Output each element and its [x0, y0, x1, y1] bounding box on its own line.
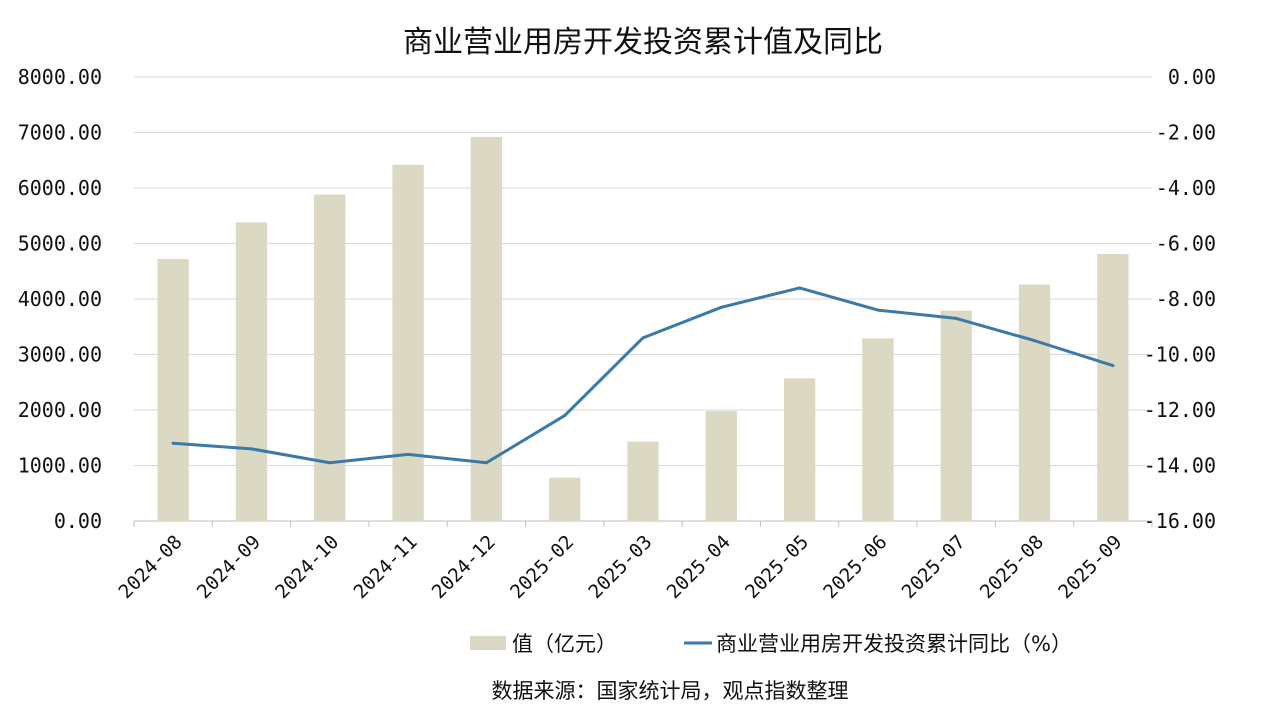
- right-tick-label: -16.00: [1144, 509, 1216, 533]
- right-tick-label: -2.00: [1156, 121, 1216, 145]
- source-note: 数据来源：国家统计局，观点指数整理: [492, 679, 849, 703]
- x-tick-label: 2025-02: [506, 531, 578, 603]
- bar-series: [157, 136, 1129, 522]
- line-point: [641, 336, 645, 340]
- legend-bar-swatch: [470, 636, 506, 650]
- left-tick-label: 2000.00: [18, 398, 102, 422]
- x-axis: 2024-08 2024-09 2024-10 2024-11 2024-12 2025-…: [115, 521, 1153, 603]
- line-point: [563, 414, 567, 418]
- bar: [940, 310, 972, 521]
- bar: [1018, 284, 1051, 521]
- line-point: [954, 316, 958, 320]
- left-tick-label: 8000.00: [18, 65, 102, 89]
- legend-bar-label: 值（亿元）: [512, 632, 617, 656]
- x-tick-label: 2024-08: [115, 531, 187, 603]
- left-tick-label: 4000.00: [18, 287, 102, 311]
- line-point: [328, 461, 332, 465]
- right-tick-label: -6.00: [1156, 232, 1216, 256]
- bar: [705, 411, 737, 521]
- right-tick-label: -8.00: [1156, 287, 1216, 311]
- right-tick-label: -12.00: [1144, 398, 1216, 422]
- bar: [862, 338, 894, 521]
- x-tick-label: 2025-06: [819, 531, 891, 603]
- chart-title: 商业营业用房开发投资累计值及同比: [403, 25, 883, 60]
- line-point: [1111, 364, 1115, 368]
- x-tick-label: 2025-09: [1054, 531, 1126, 603]
- left-tick-label: 6000.00: [18, 176, 102, 200]
- right-tick-label: -10.00: [1144, 343, 1216, 367]
- line-point: [798, 286, 802, 290]
- x-tick-label: 2025-07: [898, 531, 970, 603]
- x-tick-label: 2024-10: [271, 531, 343, 603]
- bar: [392, 164, 424, 521]
- left-tick-label: 7000.00: [18, 121, 102, 145]
- x-tick-label: 2024-09: [193, 531, 265, 603]
- bar: [157, 259, 189, 521]
- left-tick-label: 5000.00: [18, 232, 102, 256]
- left-tick-label: 1000.00: [18, 454, 102, 478]
- line-point: [171, 441, 175, 445]
- bar: [783, 378, 816, 521]
- line-point: [876, 308, 880, 312]
- line-point: [719, 305, 723, 309]
- right-tick-label: 0.00: [1168, 65, 1216, 89]
- line-point: [406, 452, 410, 456]
- bar: [1097, 254, 1129, 522]
- bar: [314, 194, 346, 521]
- bar: [627, 441, 659, 521]
- left-tick-label: 0.00: [54, 509, 102, 533]
- right-axis-ticks: -16.00 -14.00 -12.00 -10.00 -8.00 -6.00 -4.00 -…: [1144, 65, 1216, 533]
- x-tick-label: 2025-04: [663, 531, 735, 603]
- gridlines: [134, 76, 1152, 522]
- legend-line-label: 商业营业用房开发投资累计同比（%）: [716, 632, 1072, 656]
- left-axis-ticks: 0.00 1000.00 2000.00 3000.00 4000.00 5000.00 6…: [18, 65, 102, 533]
- x-tick-label: 2025-05: [741, 531, 813, 603]
- x-tick-label: 2024-11: [349, 531, 421, 603]
- line-point: [484, 461, 488, 465]
- right-tick-label: -4.00: [1156, 176, 1216, 200]
- legend: 值（亿元） 商业营业用房开发投资累计同比（%）: [470, 632, 1072, 656]
- x-tick-label: 2025-03: [584, 531, 656, 603]
- right-tick-label: -14.00: [1144, 454, 1216, 478]
- left-tick-label: 3000.00: [18, 343, 102, 367]
- x-tick-label: 2024-12: [428, 531, 500, 603]
- bar: [549, 477, 581, 521]
- line-series: [171, 286, 1115, 465]
- line-point: [249, 447, 253, 451]
- line-point: [1033, 339, 1037, 343]
- bar: [235, 222, 268, 521]
- x-tick-label: 2025-08: [976, 531, 1048, 603]
